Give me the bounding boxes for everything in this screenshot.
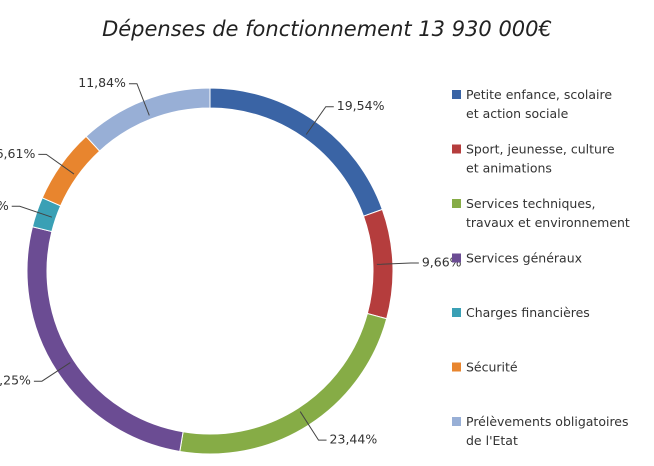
legend-swatch bbox=[452, 90, 461, 99]
legend-label: Services généraux bbox=[466, 250, 582, 265]
legend-label: Prélèvements obligatoires de l'Etat bbox=[466, 414, 629, 448]
data-label: 19,54% bbox=[337, 98, 385, 113]
donut-segment bbox=[85, 87, 211, 152]
leader-line bbox=[299, 411, 327, 441]
legend-swatch bbox=[452, 417, 461, 426]
donut-segment bbox=[41, 135, 101, 207]
leader-line bbox=[33, 362, 71, 382]
data-label: 11,84% bbox=[78, 75, 126, 90]
legend-label: Sécurité bbox=[466, 359, 518, 374]
legend-label: Petite enfance, scolaire et action social… bbox=[466, 87, 612, 121]
data-label: 26,25% bbox=[0, 373, 31, 388]
legend-swatch bbox=[452, 144, 461, 154]
data-label: 6,61% bbox=[0, 146, 35, 161]
leader-line bbox=[128, 83, 150, 116]
data-label: 23,44% bbox=[330, 432, 378, 447]
legend-label: Sport, jeunesse, culture et animations bbox=[466, 141, 615, 175]
legend-label: Charges financières bbox=[466, 305, 590, 320]
legend-swatch bbox=[452, 362, 461, 372]
leader-line bbox=[305, 106, 334, 135]
data-label: 2,66% bbox=[0, 198, 9, 213]
donut-segment bbox=[26, 226, 184, 453]
leader-line bbox=[376, 262, 419, 265]
leader-line bbox=[11, 205, 53, 218]
chart-title: Dépenses de fonctionnement 13 930 000€ bbox=[102, 17, 552, 41]
legend-label: Services techniques, travaux et environne… bbox=[466, 196, 630, 230]
legend-swatch bbox=[452, 199, 461, 208]
legend-swatch bbox=[452, 308, 461, 317]
leader-line bbox=[38, 153, 75, 175]
data-label: 9,66% bbox=[422, 255, 462, 270]
legend-swatch bbox=[452, 253, 461, 263]
